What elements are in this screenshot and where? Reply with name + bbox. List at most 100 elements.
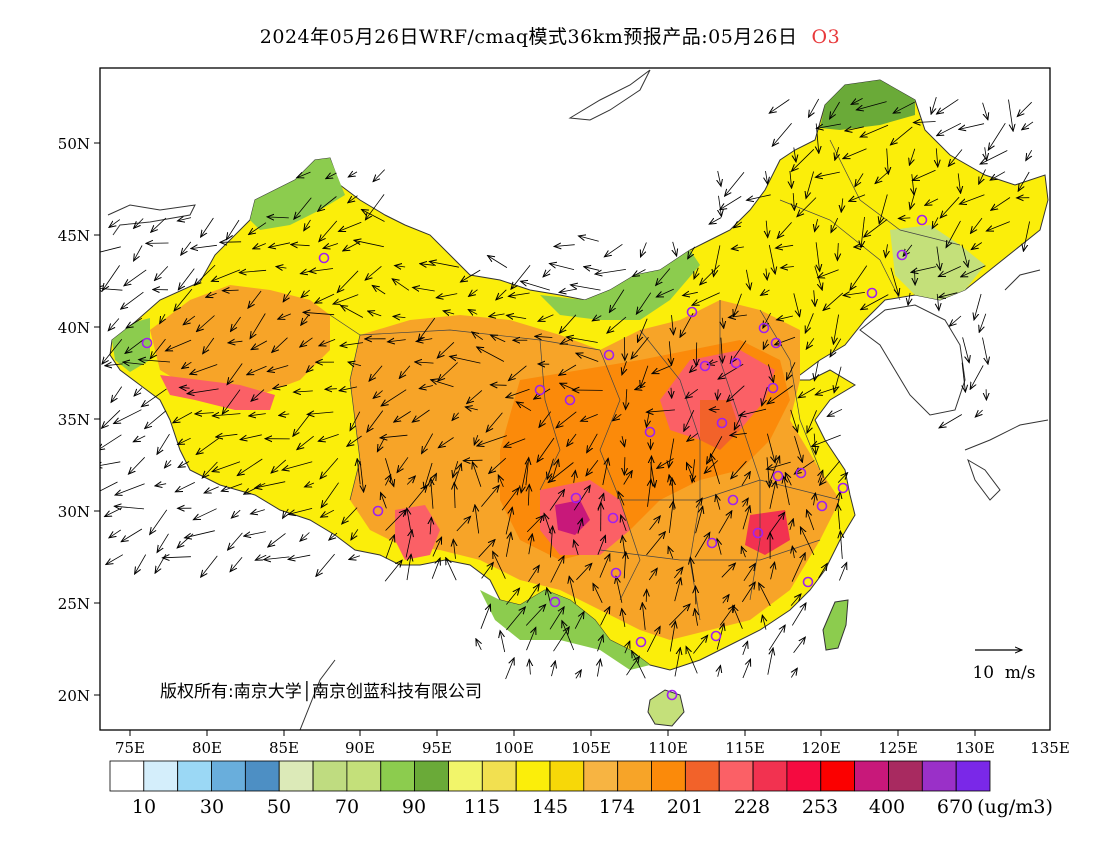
wind-arrow bbox=[793, 293, 800, 316]
wind-arrow bbox=[743, 564, 755, 582]
wind-arrow bbox=[624, 457, 625, 475]
wind-arrow bbox=[970, 365, 984, 389]
wind-arrow bbox=[521, 281, 550, 291]
wind-arrow bbox=[506, 588, 519, 605]
wind-arrow bbox=[759, 583, 771, 606]
wind-arrow bbox=[990, 171, 1006, 180]
colorbar-swatch bbox=[278, 760, 314, 792]
wind-arrow bbox=[911, 266, 937, 273]
wind-arrow bbox=[790, 170, 792, 188]
wind-arrow bbox=[771, 562, 775, 580]
wind-arrow bbox=[463, 460, 483, 461]
wind-arrow bbox=[316, 553, 335, 576]
wind-arrow bbox=[319, 220, 338, 242]
wind-arrow bbox=[940, 196, 960, 218]
city-marker bbox=[730, 357, 742, 369]
wind-arrow bbox=[849, 194, 866, 202]
wind-arrow bbox=[108, 318, 120, 331]
wind-arrow bbox=[772, 123, 792, 146]
wind-arrow bbox=[304, 219, 311, 231]
wind-arrow bbox=[347, 435, 362, 446]
wind-arrow bbox=[766, 171, 768, 184]
wind-arrow bbox=[794, 460, 815, 474]
wind-arrow bbox=[692, 292, 720, 305]
wind-arrow bbox=[864, 219, 888, 237]
wind-arrow bbox=[511, 264, 531, 289]
wind-arrow bbox=[602, 458, 608, 486]
wind-arrow bbox=[1023, 221, 1030, 251]
wind-arrow bbox=[354, 240, 384, 248]
wind-arrow bbox=[971, 217, 983, 233]
wind-arrow bbox=[604, 243, 623, 256]
wind-arrow bbox=[988, 122, 1006, 150]
wind-arrow bbox=[692, 459, 695, 482]
wind-arrow bbox=[476, 639, 481, 650]
wind-arrow bbox=[961, 265, 986, 277]
copyright-text: 版权所有:南京大学│南京创蓝科技有限公司 bbox=[160, 681, 482, 702]
wind-arrow bbox=[180, 387, 190, 388]
wind-arrow bbox=[432, 537, 442, 557]
wind-arrow bbox=[551, 460, 559, 482]
wind-arrow bbox=[381, 389, 407, 406]
wind-arrow bbox=[407, 508, 411, 531]
wind-arrow bbox=[656, 288, 674, 297]
wind-arrow bbox=[624, 552, 626, 579]
wind-arrow bbox=[454, 464, 462, 483]
wind-arrow bbox=[231, 316, 241, 331]
wind-arrow bbox=[264, 557, 290, 560]
wind-arrow bbox=[465, 407, 478, 410]
wind-arrow bbox=[450, 356, 481, 364]
wind-arrow bbox=[946, 220, 961, 248]
wind-arrow bbox=[509, 365, 527, 381]
orange-tarim bbox=[150, 285, 330, 395]
wind-arrow bbox=[481, 563, 494, 579]
wind-arrow bbox=[549, 490, 565, 511]
wind-arrow bbox=[190, 364, 218, 375]
wind-arrow bbox=[134, 245, 143, 261]
lon-label: 105E bbox=[571, 739, 611, 757]
city-marker bbox=[716, 417, 728, 429]
wind-arrow bbox=[406, 554, 411, 581]
city-marker bbox=[564, 394, 576, 406]
wind-arrow bbox=[114, 409, 142, 424]
wind-arrow bbox=[187, 388, 219, 394]
wind-arrow bbox=[581, 414, 598, 421]
map-title: 2024年05月26日WRF/cmaq模式36km预报产品:05月26日 O3 bbox=[0, 22, 1100, 49]
wind-arrow bbox=[191, 245, 217, 248]
wind-arrow bbox=[991, 197, 1011, 211]
wind-arrow bbox=[385, 475, 390, 486]
wind-arrow bbox=[249, 414, 266, 416]
wind-arrow bbox=[762, 615, 766, 630]
colorbar-swatch bbox=[888, 760, 923, 792]
wind-arrow bbox=[742, 506, 750, 530]
wind-arrow bbox=[762, 386, 768, 406]
wind-arrow bbox=[123, 362, 145, 364]
wind-arrow bbox=[206, 293, 217, 297]
wind-arrow bbox=[686, 647, 698, 674]
wind-arrow bbox=[397, 457, 409, 472]
wind-arrow bbox=[300, 532, 310, 542]
wind-arrow bbox=[717, 389, 718, 400]
wind-arrow bbox=[341, 306, 364, 318]
wind-arrow bbox=[559, 364, 577, 375]
wind-arrow bbox=[321, 482, 339, 508]
wind-arrow bbox=[456, 516, 471, 532]
wind-arrow bbox=[574, 540, 579, 556]
wind-arrow bbox=[636, 292, 652, 314]
wind-arrow bbox=[693, 635, 707, 654]
green-north-xinjiang bbox=[250, 158, 345, 230]
colorbar-label: 115 bbox=[464, 796, 500, 818]
wind-arrow bbox=[174, 288, 193, 311]
city-marker bbox=[699, 360, 711, 372]
wind-arrow bbox=[613, 414, 622, 420]
wind-arrow bbox=[767, 433, 775, 463]
wind-arrow bbox=[609, 289, 625, 313]
wind-arrow bbox=[893, 101, 915, 113]
wind-arrow bbox=[438, 437, 454, 448]
wind-arrow bbox=[781, 267, 794, 268]
city-markers bbox=[141, 214, 928, 701]
wind-arrow bbox=[592, 316, 602, 321]
wind-arrow bbox=[109, 219, 121, 228]
wind-arrow bbox=[576, 563, 591, 581]
wind-arrow bbox=[100, 434, 122, 450]
